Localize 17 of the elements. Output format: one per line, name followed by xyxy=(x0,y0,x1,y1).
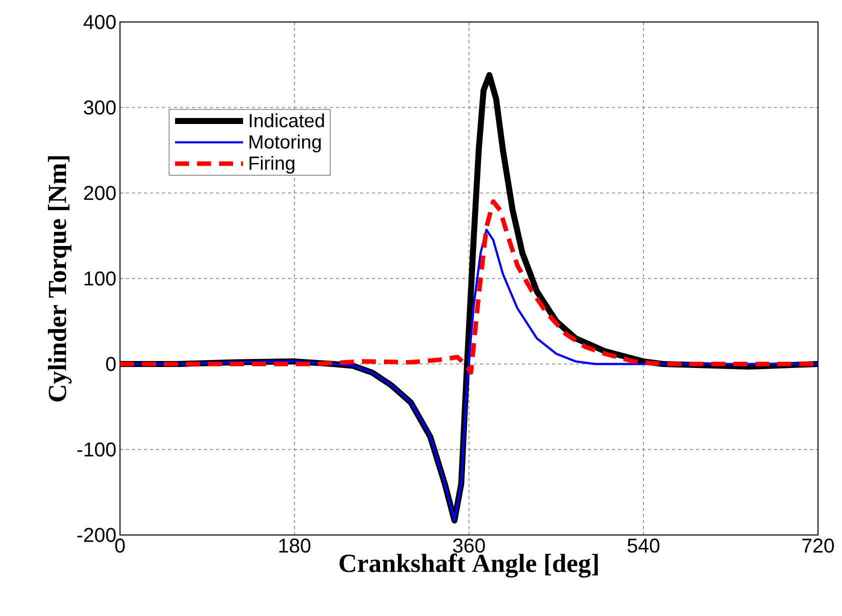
legend-label: Indicated xyxy=(250,113,324,128)
y-tick-label: 300 xyxy=(84,100,116,115)
x-tick-label: 180 xyxy=(279,538,310,553)
x-tick-label: 720 xyxy=(802,538,834,553)
y-tick-label: 100 xyxy=(84,271,116,286)
x-tick-label: 540 xyxy=(628,538,660,553)
x-tick-label: 360 xyxy=(453,538,485,553)
x-tick-label: 0 xyxy=(115,538,125,553)
y-tick-label: -100 xyxy=(77,442,116,457)
y-tick-label: 0 xyxy=(106,356,116,372)
legend-label: Motoring xyxy=(250,134,321,152)
x-axis-title: Crankshaft Angle [deg] xyxy=(340,554,598,578)
y-axis-title: Cylinder Torque [Nm] xyxy=(48,156,72,402)
y-tick-label: 200 xyxy=(84,186,116,200)
legend-label: Firing xyxy=(250,156,294,174)
y-tick-label: 400 xyxy=(84,14,116,30)
y-tick-label: -200 xyxy=(77,528,116,542)
